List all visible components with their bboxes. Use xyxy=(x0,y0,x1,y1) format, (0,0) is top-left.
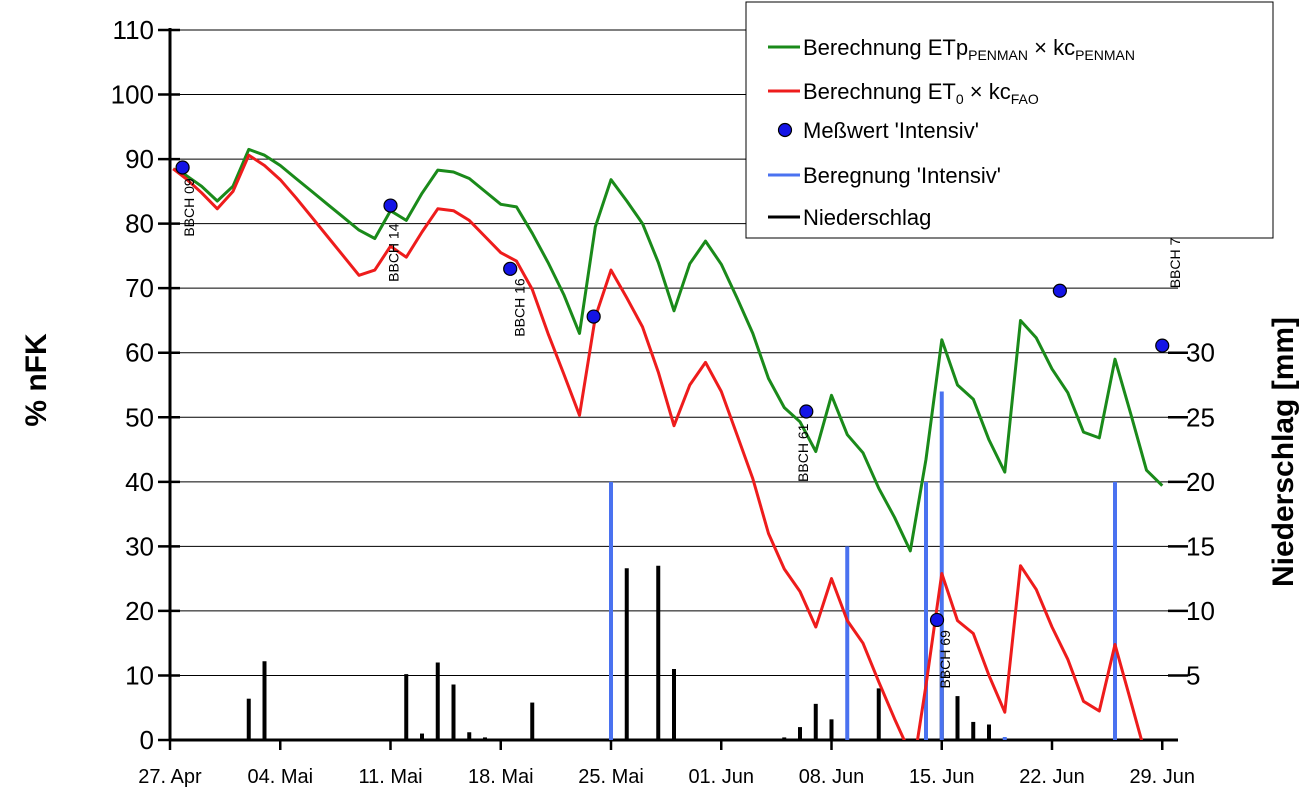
y-left-tick-label: 10 xyxy=(125,660,154,690)
messwert-point xyxy=(1052,283,1067,298)
y-right-axis-title: Niederschlag [mm] xyxy=(1267,317,1300,587)
y-left-axis-title: % nFK xyxy=(20,333,53,427)
legend-symbol-mess xyxy=(777,122,793,138)
y-left-tick-label: 30 xyxy=(125,531,154,561)
legend-label-part: FAO xyxy=(1011,91,1039,107)
legend-box xyxy=(745,1,1274,239)
legend-label-part: PENMAN xyxy=(1075,47,1135,63)
x-tick-label: 15. Jun xyxy=(909,766,975,787)
legend-label-beregnung: Beregnung 'Intensiv' xyxy=(803,163,1001,188)
y-left-tick-label: 60 xyxy=(125,338,154,368)
bbch-label: BBCH 14 xyxy=(386,223,402,282)
legend-label-part: Berechnung ET xyxy=(803,79,956,104)
y-left-tick-label: 40 xyxy=(125,467,154,497)
messwert-point xyxy=(1155,338,1170,353)
legend-label-part: 0 xyxy=(956,91,964,107)
legend-label-part: PENMAN xyxy=(968,47,1028,63)
fao-line xyxy=(172,153,1144,740)
x-tick-label: 22. Jun xyxy=(1019,766,1085,787)
y-left-tick-label: 0 xyxy=(140,725,154,755)
legend-label-penman: Berechnung ETpPENMAN × kcPENMAN xyxy=(803,35,1135,63)
legend-label-part: × kc xyxy=(1028,35,1075,60)
messwert-point xyxy=(503,261,518,276)
legend-label-part: Beregnung 'Intensiv' xyxy=(803,163,1001,188)
axes: 0 10 20 30 40 50 60 70 80 90 100 110 5 10 15 20 25 30 27. … xyxy=(111,15,1215,787)
x-tick-label: 18. Mai xyxy=(468,766,534,787)
y-left-tick-label: 100 xyxy=(111,80,154,110)
legend-label-part: Niederschlag xyxy=(803,205,931,230)
x-tick-label: 01. Jun xyxy=(688,766,754,787)
x-tick-label: 04. Mai xyxy=(247,766,313,787)
y-left-tick-label: 90 xyxy=(125,144,154,174)
y-left-tick-label: 110 xyxy=(113,15,154,45)
y-right-tick-label: 15 xyxy=(1186,531,1215,561)
penman-line xyxy=(172,147,1164,553)
bbch-label: BBCH 69 xyxy=(937,630,953,689)
bbch-label: BBCH 76 xyxy=(1167,230,1183,289)
legend-label-part: × kc xyxy=(964,79,1011,104)
y-left-tick-label: 20 xyxy=(125,596,154,626)
bbch-label: BBCH 09 xyxy=(181,178,197,237)
messwert-point xyxy=(799,404,814,419)
x-tick-label: 08. Jun xyxy=(799,766,865,787)
legend-label-part: Berechnung ETp xyxy=(803,35,968,60)
bbch-annotations: BBCH 09 BBCH 14 BBCH 16 BBCH 61 BBCH 69 BBCH … xyxy=(181,178,1183,688)
y-left-tick-label: 80 xyxy=(125,209,154,239)
y-right-tick-label: 25 xyxy=(1186,402,1215,432)
bbch-label: BBCH 16 xyxy=(512,278,528,337)
x-tick-label: 29. Jun xyxy=(1129,766,1195,787)
y-left-tick-label: 50 xyxy=(125,402,154,432)
legend-label-mess: Meßwert 'Intensiv' xyxy=(803,118,979,143)
measurement-points xyxy=(175,160,1170,628)
series-lines xyxy=(172,147,1164,740)
messwert-point xyxy=(175,160,190,175)
messwert-point xyxy=(383,198,398,213)
legend-label-niederschlag: Niederschlag xyxy=(803,205,931,230)
y-right-tick-label: 20 xyxy=(1186,467,1215,497)
legend-label-fao: Berechnung ET0 × kcFAO xyxy=(803,79,1039,107)
legend-label-part: Meßwert 'Intensiv' xyxy=(803,118,979,143)
messwert-point xyxy=(586,309,601,324)
bbch-label: BBCH 61 xyxy=(795,423,811,482)
x-tick-label: 11. Mai xyxy=(358,766,422,787)
legend: Berechnung ETpPENMAN × kcPENMANBerechnun… xyxy=(745,1,1274,239)
y-right-tick-label: 10 xyxy=(1186,596,1215,626)
y-right-tick-label: 30 xyxy=(1186,338,1215,368)
x-tick-label: 27. Apr xyxy=(138,766,202,787)
x-tick-label: 25. Mai xyxy=(578,766,644,787)
y-left-tick-label: 70 xyxy=(125,273,154,303)
bars xyxy=(246,391,1117,740)
messwert-point xyxy=(929,612,945,628)
y-right-tick-label: 5 xyxy=(1186,660,1200,690)
